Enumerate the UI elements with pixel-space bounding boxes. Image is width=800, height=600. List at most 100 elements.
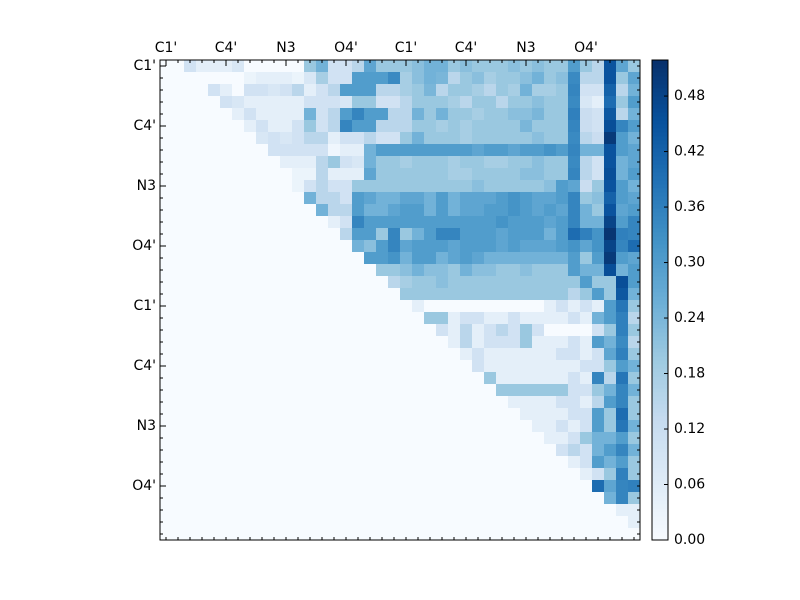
- heatmap-cell: [304, 108, 317, 121]
- heatmap-cell: [448, 516, 461, 529]
- heatmap-cell: [472, 288, 485, 301]
- heatmap-cell: [436, 156, 449, 169]
- heatmap-cell: [268, 384, 281, 397]
- heatmap-cell: [292, 276, 305, 289]
- heatmap-cell: [508, 456, 521, 469]
- heatmap-cell: [460, 228, 473, 241]
- heatmap-cell: [172, 456, 185, 469]
- heatmap-cell: [592, 228, 605, 241]
- heatmap-cell: [172, 60, 185, 73]
- heatmap-cell: [400, 492, 413, 505]
- heatmap-cell: [604, 324, 617, 337]
- heatmap-cell: [592, 252, 605, 265]
- heatmap-cell: [412, 192, 425, 205]
- heatmap-cell: [544, 300, 557, 313]
- heatmap-cell: [256, 336, 269, 349]
- heatmap-cell: [304, 264, 317, 277]
- heatmap-cell: [184, 96, 197, 109]
- heatmap-cell: [220, 312, 233, 325]
- heatmap-cell: [544, 156, 557, 169]
- heatmap-cell: [592, 480, 605, 493]
- heatmap-cell: [460, 384, 473, 397]
- colorbar-segment: [652, 128, 668, 133]
- heatmap-cell: [628, 156, 641, 169]
- heatmap-cell: [364, 168, 377, 181]
- heatmap-cell: [160, 288, 173, 301]
- heatmap-cell: [484, 264, 497, 277]
- heatmap-cell: [172, 144, 185, 157]
- heatmap-cell: [448, 372, 461, 385]
- heatmap-cell: [340, 456, 353, 469]
- heatmap-cell: [160, 204, 173, 217]
- heatmap-cell: [352, 408, 365, 421]
- heatmap-cell: [460, 168, 473, 181]
- heatmap-cell: [268, 336, 281, 349]
- heatmap-cell: [352, 444, 365, 457]
- heatmap-cell: [364, 528, 377, 541]
- heatmap-cell: [196, 240, 209, 253]
- heatmap-cell: [196, 492, 209, 505]
- colorbar-segment: [652, 148, 668, 153]
- heatmap-cell: [496, 120, 509, 133]
- colorbar-segment: [652, 516, 668, 521]
- y-tick-label: O4': [132, 238, 156, 254]
- heatmap-cell: [532, 264, 545, 277]
- heatmap-cell: [172, 420, 185, 433]
- heatmap-cell: [184, 432, 197, 445]
- heatmap-cell: [460, 180, 473, 193]
- heatmap-cell: [580, 180, 593, 193]
- heatmap-cell: [568, 240, 581, 253]
- heatmap-cell: [484, 504, 497, 517]
- heatmap-cell: [628, 192, 641, 205]
- heatmap-cell: [232, 324, 245, 337]
- heatmap-cell: [268, 180, 281, 193]
- heatmap-cell: [508, 264, 521, 277]
- heatmap-cell: [496, 132, 509, 145]
- heatmap-cell: [436, 504, 449, 517]
- heatmap-cell: [556, 180, 569, 193]
- heatmap-cell: [568, 156, 581, 169]
- heatmap-cell: [352, 372, 365, 385]
- heatmap-cell: [436, 516, 449, 529]
- colorbar-segment: [652, 496, 668, 501]
- heatmap-cell: [592, 300, 605, 313]
- heatmap-cell: [580, 444, 593, 457]
- heatmap-cell: [628, 360, 641, 373]
- colorbar-segment: [652, 220, 668, 225]
- heatmap-cell: [160, 180, 173, 193]
- heatmap-cell: [496, 492, 509, 505]
- heatmap-cell: [160, 108, 173, 121]
- heatmap-cell: [268, 240, 281, 253]
- heatmap-cell: [304, 528, 317, 541]
- heatmap-cell: [244, 132, 257, 145]
- colorbar-segment: [652, 256, 668, 261]
- heatmap-cell: [544, 252, 557, 265]
- colorbar-segment: [652, 312, 668, 317]
- heatmap-cell: [604, 528, 617, 541]
- heatmap-cell: [460, 396, 473, 409]
- heatmap-cell: [388, 432, 401, 445]
- heatmap-cell: [520, 276, 533, 289]
- heatmap-cell: [496, 84, 509, 97]
- heatmap-cell: [412, 348, 425, 361]
- heatmap-cell: [232, 516, 245, 529]
- heatmap-cell: [508, 276, 521, 289]
- colorbar-segment: [652, 80, 668, 85]
- heatmap-cell: [364, 204, 377, 217]
- heatmap-cell: [472, 372, 485, 385]
- heatmap-cell: [316, 360, 329, 373]
- heatmap-cell: [160, 468, 173, 481]
- heatmap-cell: [388, 300, 401, 313]
- heatmap-cell: [340, 396, 353, 409]
- heatmap-cell: [208, 108, 221, 121]
- colorbar-segment: [652, 188, 668, 193]
- heatmap-cell: [532, 240, 545, 253]
- heatmap-cell: [364, 120, 377, 133]
- colorbar-segment: [652, 212, 668, 217]
- heatmap-cell: [448, 384, 461, 397]
- heatmap-cell: [208, 396, 221, 409]
- heatmap-cell: [304, 384, 317, 397]
- heatmap-cell: [424, 192, 437, 205]
- heatmap-cell: [292, 336, 305, 349]
- heatmap-cell: [496, 516, 509, 529]
